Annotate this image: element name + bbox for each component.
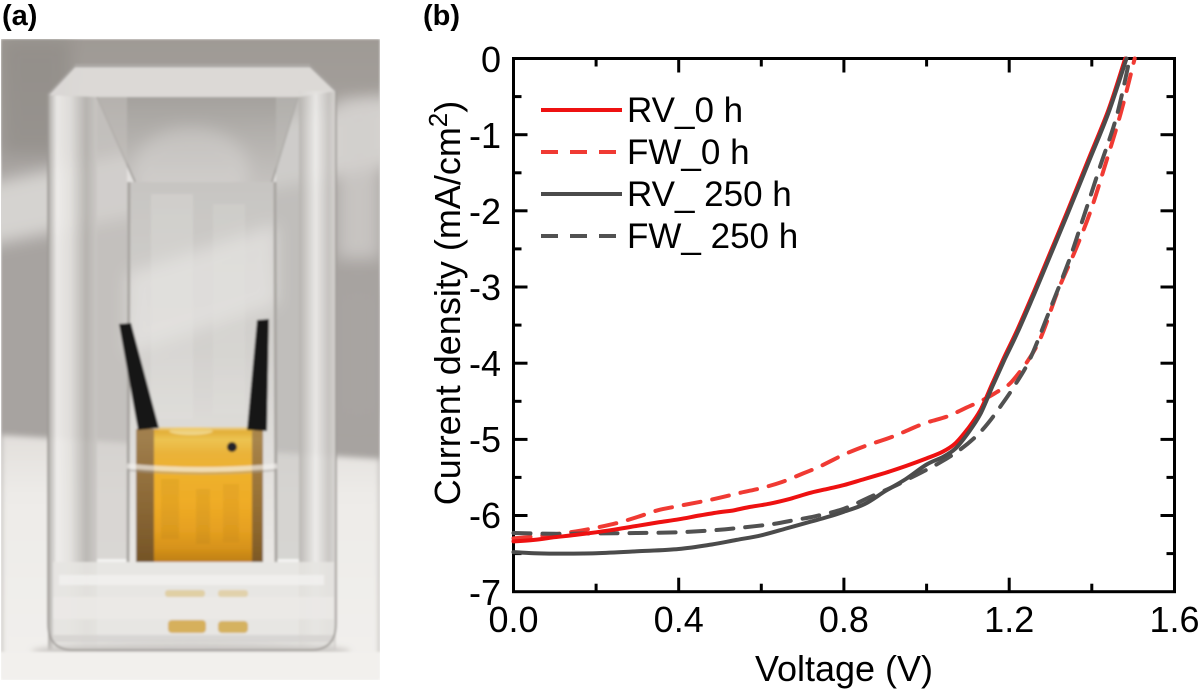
svg-text:0.8: 0.8	[819, 599, 869, 640]
svg-text:-2: -2	[469, 191, 501, 232]
svg-text:(b): (b)	[423, 0, 460, 32]
svg-text:-1: -1	[469, 115, 501, 156]
svg-text:-7: -7	[469, 572, 501, 613]
svg-text:RV_0 h: RV_0 h	[627, 91, 743, 130]
svg-text:1.6: 1.6	[1149, 599, 1199, 640]
svg-text:0: 0	[481, 39, 501, 80]
svg-text:0.0: 0.0	[488, 599, 538, 640]
svg-text:-6: -6	[469, 495, 501, 536]
svg-text:(a): (a)	[2, 0, 37, 32]
svg-text:FW_ 250 h: FW_ 250 h	[627, 217, 798, 256]
svg-text:Voltage (V): Voltage (V)	[755, 648, 933, 689]
svg-text:0.4: 0.4	[654, 599, 704, 640]
svg-text:FW_0 h: FW_0 h	[627, 133, 750, 172]
svg-text:1.2: 1.2	[984, 599, 1034, 640]
svg-text:-4: -4	[469, 343, 501, 384]
svg-text:RV_ 250 h: RV_ 250 h	[627, 175, 792, 214]
svg-text:-3: -3	[469, 267, 501, 308]
svg-text:-5: -5	[469, 419, 501, 460]
svg-text:Current density (mA/cm2): Current density (mA/cm2)	[423, 101, 468, 506]
